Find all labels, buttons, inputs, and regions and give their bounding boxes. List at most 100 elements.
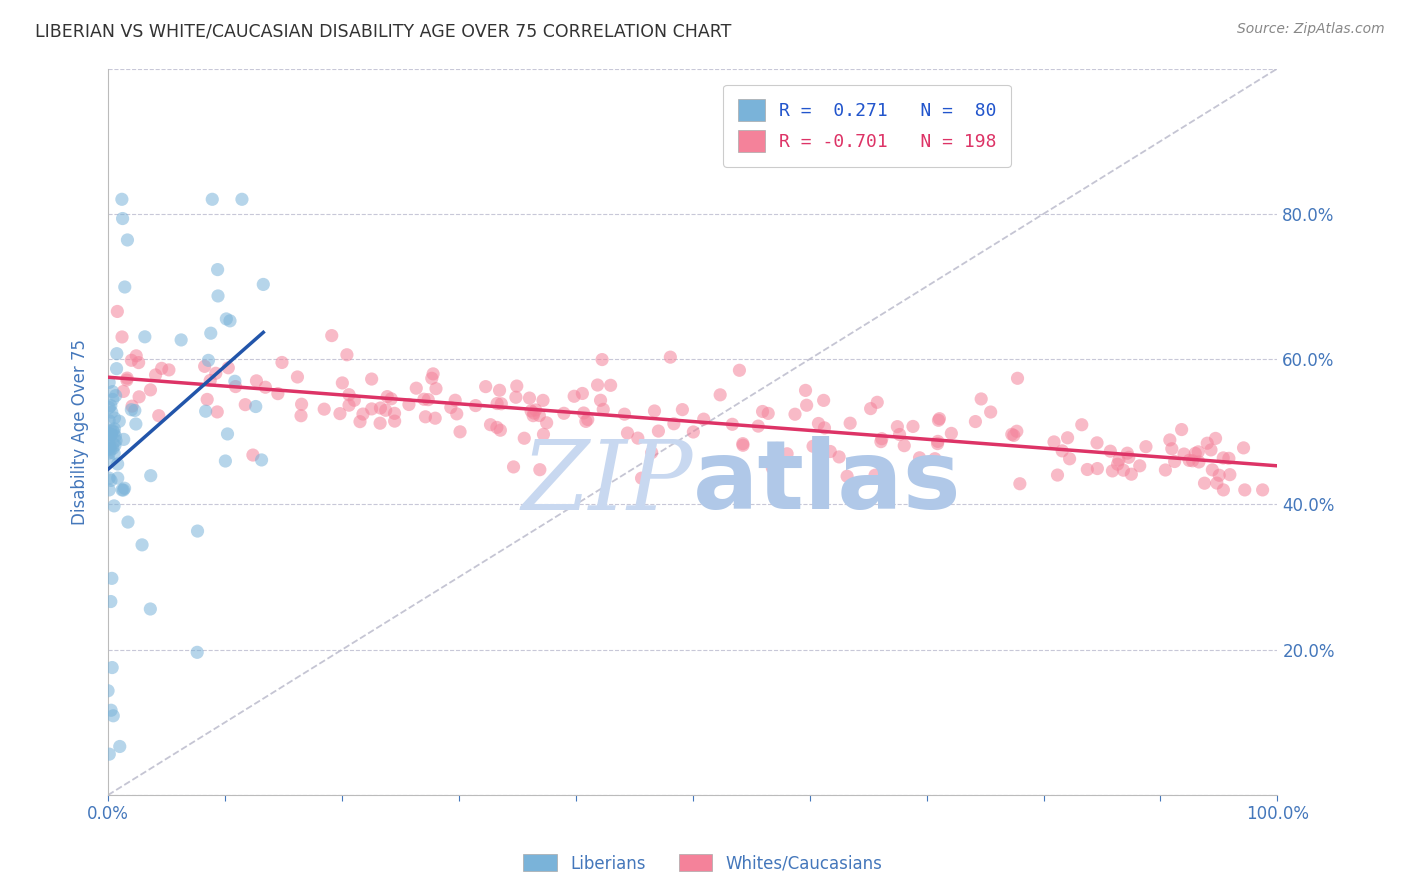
Point xyxy=(886,419,908,434)
Point xyxy=(139,602,162,616)
Point xyxy=(1059,451,1081,466)
Point xyxy=(150,361,173,376)
Point xyxy=(112,384,135,399)
Point xyxy=(98,442,121,456)
Point xyxy=(1188,455,1211,469)
Point xyxy=(647,424,669,438)
Point xyxy=(267,386,290,401)
Point xyxy=(599,378,621,392)
Point xyxy=(613,407,636,421)
Point xyxy=(217,360,239,375)
Point xyxy=(1187,445,1209,459)
Point xyxy=(1208,468,1230,483)
Point xyxy=(384,406,406,420)
Point xyxy=(928,411,950,425)
Point xyxy=(200,326,222,341)
Point xyxy=(98,440,121,454)
Point xyxy=(529,463,551,477)
Point xyxy=(522,409,544,423)
Point xyxy=(368,416,391,430)
Point xyxy=(100,474,122,488)
Point xyxy=(97,683,120,698)
Point xyxy=(405,381,427,395)
Point xyxy=(415,409,437,424)
Point xyxy=(104,389,127,403)
Point xyxy=(337,387,360,401)
Point xyxy=(440,401,463,415)
Point xyxy=(1101,464,1123,478)
Point xyxy=(343,393,366,408)
Point xyxy=(101,660,124,674)
Point xyxy=(314,402,336,417)
Point xyxy=(1043,434,1066,449)
Text: Source: ZipAtlas.com: Source: ZipAtlas.com xyxy=(1237,22,1385,37)
Point xyxy=(796,398,818,412)
Point xyxy=(100,594,122,608)
Point xyxy=(553,406,575,420)
Point xyxy=(489,423,512,437)
Point xyxy=(111,330,134,344)
Point xyxy=(98,414,121,428)
Point xyxy=(104,438,127,452)
Point xyxy=(98,483,121,497)
Point xyxy=(418,392,440,407)
Point xyxy=(128,355,150,369)
Point xyxy=(101,392,124,407)
Point xyxy=(398,397,420,411)
Point xyxy=(813,421,835,435)
Point xyxy=(576,412,599,426)
Point xyxy=(375,390,398,404)
Point xyxy=(488,384,510,398)
Point xyxy=(100,427,122,442)
Point xyxy=(709,388,731,402)
Point xyxy=(1007,371,1029,385)
Point xyxy=(524,403,547,417)
Point xyxy=(242,448,264,462)
Point xyxy=(820,444,842,458)
Point xyxy=(250,453,273,467)
Point xyxy=(186,524,208,538)
Point xyxy=(107,471,129,485)
Point xyxy=(1160,442,1182,456)
Point xyxy=(384,414,406,428)
Point xyxy=(776,447,799,461)
Point xyxy=(1085,435,1108,450)
Point xyxy=(215,312,238,326)
Point xyxy=(101,436,124,450)
Point xyxy=(801,439,824,453)
Point xyxy=(859,401,882,416)
Point xyxy=(360,372,382,386)
Point xyxy=(592,402,614,417)
Point xyxy=(287,370,309,384)
Point xyxy=(194,359,217,374)
Point xyxy=(751,404,773,418)
Point xyxy=(194,404,217,418)
Point xyxy=(1205,431,1227,445)
Point xyxy=(254,380,277,394)
Point xyxy=(1108,453,1130,467)
Point xyxy=(889,427,911,442)
Point xyxy=(117,233,139,247)
Point xyxy=(204,366,226,380)
Point xyxy=(245,374,267,388)
Point xyxy=(479,417,502,432)
Point xyxy=(101,424,124,438)
Point xyxy=(794,384,817,398)
Point xyxy=(1212,483,1234,497)
Point xyxy=(103,425,125,439)
Point xyxy=(413,392,436,407)
Point xyxy=(252,277,274,292)
Point xyxy=(671,402,693,417)
Point xyxy=(901,419,924,434)
Point xyxy=(148,409,170,423)
Point xyxy=(201,192,224,206)
Point xyxy=(103,446,125,460)
Point xyxy=(425,411,447,425)
Point xyxy=(927,413,949,427)
Point xyxy=(731,438,754,452)
Point xyxy=(370,401,392,415)
Point xyxy=(562,389,585,403)
Point xyxy=(197,353,219,368)
Point xyxy=(101,384,124,399)
Point xyxy=(505,390,527,404)
